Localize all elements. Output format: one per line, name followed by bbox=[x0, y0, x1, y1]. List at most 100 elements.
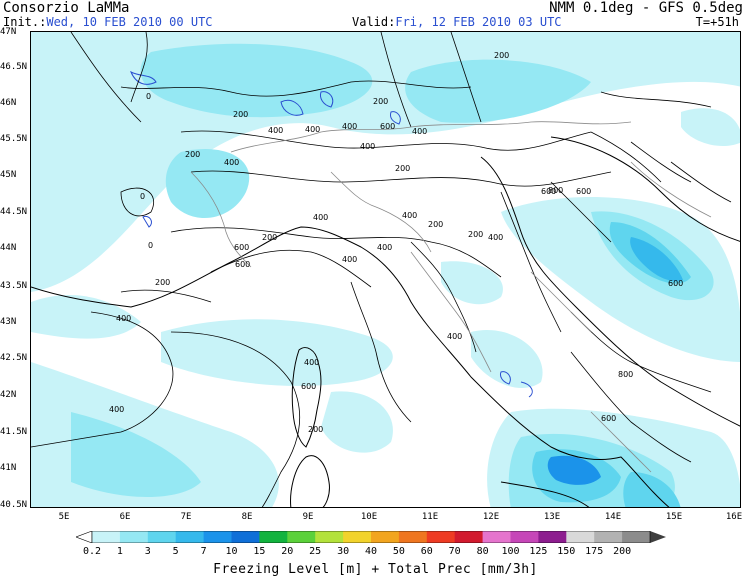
contour-label: 400 bbox=[224, 158, 240, 167]
contour-label: 200 bbox=[494, 51, 510, 60]
legend-tick-label: 70 bbox=[448, 546, 461, 557]
legend-swatch bbox=[119, 531, 149, 543]
lon-label: 5E bbox=[58, 512, 70, 522]
legend-tick-label: 125 bbox=[529, 546, 548, 557]
contour-label: 200 bbox=[233, 110, 249, 119]
valid-value: Fri, 12 FEB 2010 03 UTC bbox=[395, 15, 562, 29]
lon-label: 10E bbox=[360, 512, 378, 522]
valid-time: Valid:Fri, 12 FEB 2010 03 UTC bbox=[352, 15, 562, 29]
legend-tick-label: 100 bbox=[501, 546, 520, 557]
legend-tick-label: 150 bbox=[557, 546, 576, 557]
contour-label: 200 bbox=[262, 233, 278, 242]
contour-label: 200 bbox=[395, 164, 411, 173]
legend-tick-label: 0.2 bbox=[82, 546, 102, 557]
lat-label: 46.5N bbox=[0, 62, 28, 72]
contour-label: 400 bbox=[109, 405, 125, 414]
contour-label: 400 bbox=[488, 233, 504, 242]
contour-label: 0 bbox=[140, 192, 146, 201]
contour-label: 400 bbox=[342, 122, 358, 131]
contour-label: 0 bbox=[146, 92, 152, 101]
contour-label: 200 bbox=[185, 150, 201, 159]
lat-label: 43.5N bbox=[0, 281, 28, 291]
lat-label: 47N bbox=[0, 27, 17, 37]
contour-label: 400 bbox=[412, 127, 428, 136]
legend-tick-label: 50 bbox=[392, 546, 405, 557]
legend-swatch bbox=[203, 531, 232, 543]
lon-label: 9E bbox=[302, 512, 314, 522]
legend-swatch bbox=[538, 531, 567, 543]
lakes bbox=[130, 70, 533, 398]
contour-label: 600 bbox=[576, 187, 592, 196]
legend-colorbar bbox=[76, 531, 666, 543]
lon-label: 15E bbox=[665, 512, 683, 522]
contour-label: 400 bbox=[268, 126, 284, 135]
contour-label: 400 bbox=[360, 142, 376, 151]
legend-swatch bbox=[398, 531, 428, 543]
contour-label: 200 bbox=[373, 97, 389, 106]
legend-tick-label: 30 bbox=[337, 546, 350, 557]
legend-swatch bbox=[147, 531, 177, 543]
lon-label: 12E bbox=[482, 512, 500, 522]
lat-label: 41N bbox=[0, 463, 17, 473]
model-title: NMM 0.1deg - GFS 0.5deg bbox=[549, 0, 743, 16]
legend-swatch bbox=[231, 531, 260, 543]
lat-label: 46N bbox=[0, 98, 17, 108]
contour-label: 600 bbox=[235, 260, 251, 269]
lat-label: 42.5N bbox=[0, 353, 28, 363]
lon-label: 7E bbox=[180, 512, 192, 522]
lat-label: 45.5N bbox=[0, 134, 28, 144]
legend-swatch bbox=[259, 531, 288, 543]
legend-tick-label: 7 bbox=[200, 546, 207, 557]
contour-label: 0 bbox=[148, 241, 154, 250]
lat-label: 44N bbox=[0, 243, 17, 253]
init-label: Init.: bbox=[3, 15, 47, 29]
legend-tick-label: 25 bbox=[309, 546, 322, 557]
legend-tick-label: 60 bbox=[420, 546, 433, 557]
legend-tick-label: 10 bbox=[225, 546, 238, 557]
lat-label: 42N bbox=[0, 390, 17, 400]
lon-label: 13E bbox=[543, 512, 561, 522]
map-panel bbox=[30, 31, 741, 508]
legend-tick-label: 3 bbox=[144, 546, 151, 557]
init-value: Wed, 10 FEB 2010 00 UTC bbox=[46, 15, 213, 29]
map-canvas bbox=[31, 32, 740, 507]
contour-label: 600 bbox=[234, 243, 250, 252]
contour-label: 200 bbox=[155, 278, 171, 287]
lat-label: 43N bbox=[0, 317, 17, 327]
lon-label: 6E bbox=[119, 512, 131, 522]
coastlines bbox=[31, 136, 740, 507]
lead-time: T=+51h bbox=[695, 15, 739, 29]
contour-label: 200 bbox=[468, 230, 484, 239]
contour-label: 600 bbox=[301, 382, 317, 391]
legend-tick-label: 15 bbox=[253, 546, 266, 557]
precip-fill bbox=[31, 32, 740, 507]
legend-swatch bbox=[371, 531, 400, 543]
legend-border bbox=[91, 531, 651, 543]
legend-swatch bbox=[622, 531, 651, 543]
freezing-contours bbox=[31, 32, 732, 507]
contour-label: 200 bbox=[308, 425, 324, 434]
legend-swatch bbox=[566, 531, 595, 543]
legend-swatch bbox=[315, 531, 344, 543]
lon-label: 11E bbox=[421, 512, 439, 522]
init-time: Init.:Wed, 10 FEB 2010 00 UTC bbox=[3, 15, 213, 29]
contour-label: 600 bbox=[380, 122, 396, 131]
lon-label: 14E bbox=[604, 512, 622, 522]
contour-label: 400 bbox=[447, 332, 463, 341]
legend-tick-label: 5 bbox=[172, 546, 179, 557]
contour-label: 800 bbox=[548, 186, 564, 195]
lat-label: 45N bbox=[0, 170, 17, 180]
legend-tick-label: 20 bbox=[281, 546, 294, 557]
legend-swatch bbox=[343, 531, 372, 543]
legend-swatch bbox=[482, 531, 511, 543]
lat-label: 44.5N bbox=[0, 207, 28, 217]
legend-swatch bbox=[510, 531, 539, 543]
contour-label: 600 bbox=[668, 279, 684, 288]
contour-label: 600 bbox=[541, 187, 557, 196]
valid-label: Valid: bbox=[352, 15, 396, 29]
lat-label: 41.5N bbox=[0, 427, 28, 437]
contour-label: 200 bbox=[428, 220, 444, 229]
lat-label: 40.5N bbox=[0, 500, 28, 510]
legend-tick-label: 175 bbox=[585, 546, 604, 557]
legend-swatch bbox=[594, 531, 623, 543]
